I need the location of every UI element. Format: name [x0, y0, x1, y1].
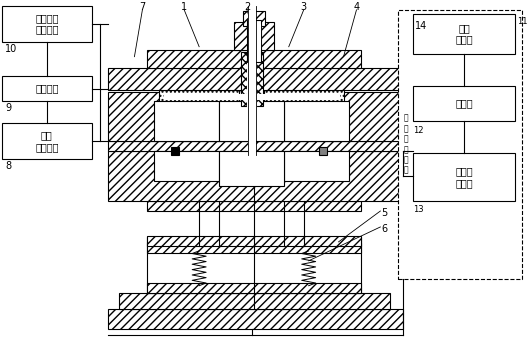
- Bar: [147, 237, 362, 293]
- Bar: [119, 293, 390, 309]
- Text: 1: 1: [181, 2, 187, 12]
- Bar: [247, 20, 261, 62]
- Bar: [108, 151, 403, 201]
- Bar: [234, 22, 274, 50]
- Text: 信号
处理装置: 信号 处理装置: [35, 131, 59, 152]
- Bar: [248, 6, 256, 155]
- Bar: [159, 90, 344, 103]
- Bar: [284, 102, 348, 141]
- Bar: [413, 86, 515, 121]
- Bar: [247, 54, 256, 127]
- Text: 气体
压缩机: 气体 压缩机: [455, 23, 473, 45]
- Bar: [154, 102, 219, 141]
- Text: 12: 12: [413, 126, 424, 135]
- Bar: [249, 24, 260, 49]
- Bar: [2, 6, 91, 42]
- Text: 14: 14: [415, 21, 428, 31]
- Bar: [2, 123, 91, 159]
- Bar: [108, 68, 403, 90]
- Text: 5: 5: [381, 208, 388, 218]
- Bar: [171, 147, 179, 155]
- Text: 储气罐: 储气罐: [455, 99, 473, 108]
- Bar: [108, 309, 403, 328]
- Bar: [147, 201, 362, 211]
- Text: 9: 9: [5, 103, 11, 114]
- Bar: [318, 147, 327, 155]
- Bar: [108, 141, 403, 151]
- Text: 11: 11: [517, 17, 527, 26]
- Bar: [164, 93, 338, 100]
- Bar: [398, 10, 522, 279]
- Text: 控制装置: 控制装置: [35, 84, 59, 93]
- Bar: [219, 102, 284, 141]
- Bar: [284, 151, 348, 181]
- Bar: [147, 243, 362, 253]
- Text: 3: 3: [300, 2, 307, 12]
- Bar: [241, 52, 263, 106]
- Bar: [147, 50, 362, 68]
- Bar: [239, 54, 264, 103]
- Bar: [147, 283, 362, 293]
- Text: 13: 13: [413, 205, 424, 213]
- Text: 10: 10: [5, 44, 17, 54]
- Text: 气辅开
关装置: 气辅开 关装置: [455, 166, 473, 188]
- Bar: [154, 151, 219, 181]
- Bar: [147, 236, 362, 246]
- Bar: [243, 11, 265, 26]
- Bar: [219, 151, 284, 186]
- Text: 气辅压力
调节装置: 气辅压力 调节装置: [35, 13, 59, 35]
- Text: 2: 2: [244, 2, 250, 12]
- Text: 8: 8: [5, 161, 11, 171]
- Text: 气
体
控
制
装
置: 气 体 控 制 装 置: [404, 114, 409, 175]
- Text: 4: 4: [353, 2, 360, 12]
- Bar: [108, 91, 403, 141]
- Text: 7: 7: [139, 2, 146, 12]
- Bar: [413, 153, 515, 201]
- Text: 6: 6: [381, 224, 388, 234]
- Bar: [2, 76, 91, 102]
- Bar: [413, 14, 515, 54]
